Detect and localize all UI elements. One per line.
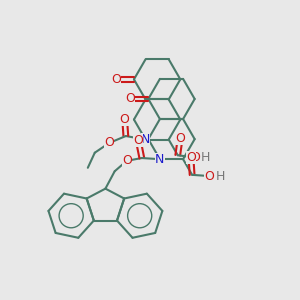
Text: O: O — [190, 151, 200, 164]
Text: N: N — [155, 153, 165, 166]
Text: O: O — [104, 136, 114, 149]
Text: O: O — [204, 169, 214, 182]
Text: H: H — [201, 151, 210, 164]
Text: O: O — [186, 151, 196, 164]
Text: O: O — [134, 134, 143, 147]
Text: N: N — [155, 153, 165, 166]
Text: O: O — [175, 132, 185, 145]
Text: O: O — [112, 73, 122, 86]
Text: O: O — [122, 154, 132, 167]
Text: N: N — [141, 133, 150, 146]
Text: H: H — [215, 169, 225, 182]
Text: O: O — [120, 113, 130, 126]
Text: O: O — [125, 92, 135, 106]
